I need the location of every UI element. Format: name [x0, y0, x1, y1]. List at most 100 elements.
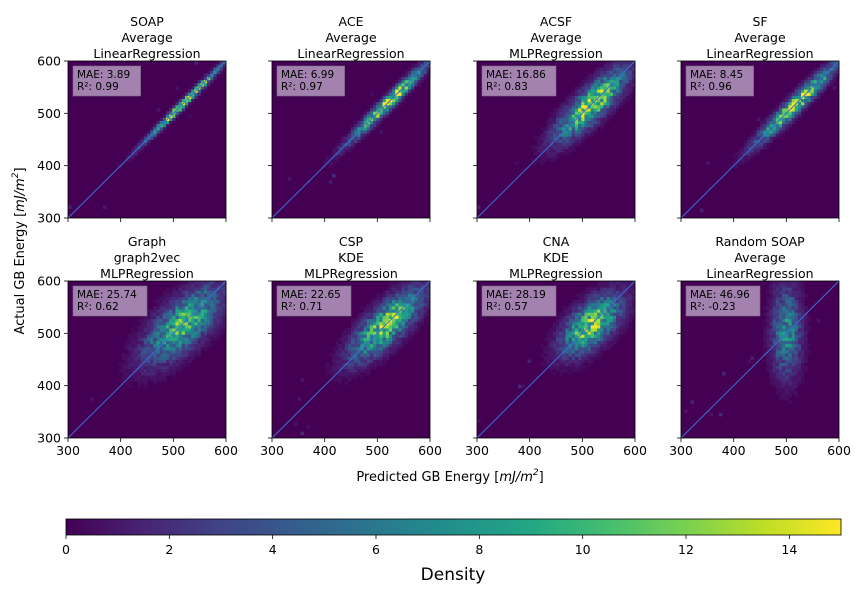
- density-cell: [219, 281, 224, 285]
- identity-line: [680, 60, 840, 219]
- density-cell: [581, 293, 585, 298]
- density-cell: [131, 346, 135, 351]
- density-cell: [631, 82, 636, 87]
- density-cell: [184, 306, 189, 310]
- density-cell: [404, 287, 409, 291]
- density-cell: [609, 67, 614, 71]
- density-cell: [775, 390, 780, 395]
- density-cell: [788, 290, 792, 294]
- density-cell: [769, 139, 773, 143]
- density-cell: [772, 378, 777, 382]
- density-cell: [546, 350, 551, 354]
- density-cell: [556, 315, 560, 320]
- density-cell: [344, 350, 349, 354]
- density-cell: [772, 334, 777, 338]
- density-cell: [606, 321, 611, 326]
- density-cell: [571, 117, 576, 122]
- density-cell: [156, 328, 160, 332]
- density-cell: [631, 293, 636, 298]
- density-cell: [156, 309, 160, 313]
- density-cell: [753, 139, 758, 143]
- density-cell: [782, 356, 786, 360]
- density-cell: [556, 331, 560, 335]
- density-cell: [354, 120, 358, 125]
- density-cell: [360, 133, 364, 137]
- density-cell: [210, 70, 214, 74]
- density-cell: [782, 126, 786, 131]
- density-cell: [357, 337, 361, 342]
- density-cell: [169, 111, 173, 115]
- density-cell: [388, 284, 393, 288]
- density-cell: [568, 340, 573, 345]
- density-cell: [392, 331, 396, 335]
- density-cell: [175, 86, 179, 90]
- density-cell: [156, 331, 160, 335]
- density-cell: [769, 381, 773, 385]
- density-cell: [191, 290, 195, 294]
- density-cell: [556, 117, 560, 122]
- density-cell: [369, 126, 374, 131]
- density-cell: [775, 114, 780, 118]
- density-cell: [571, 145, 576, 150]
- density-cell: [562, 309, 566, 313]
- density-cell: [178, 284, 183, 288]
- density-cell: [118, 368, 123, 373]
- density-cell: [351, 331, 355, 335]
- density-cell: [785, 346, 789, 351]
- density-cell: [407, 306, 412, 310]
- density-cell: [153, 359, 157, 363]
- density-cell: [351, 139, 355, 143]
- density-cell: [619, 302, 623, 307]
- density-cell: [571, 309, 576, 313]
- density-cell: [581, 346, 585, 351]
- density-cell: [622, 67, 626, 71]
- density-cell: [797, 89, 802, 93]
- density-cell: [616, 98, 620, 103]
- density-cell: [203, 302, 208, 307]
- density-cell: [559, 356, 563, 360]
- density-cell: [124, 365, 129, 370]
- density-cell: [619, 296, 623, 301]
- density-cell: [772, 114, 777, 118]
- density-cell: [156, 123, 160, 128]
- density-cell: [382, 92, 387, 96]
- density-cell: [622, 89, 626, 93]
- density-cell: [210, 343, 214, 348]
- density-cell: [631, 284, 636, 288]
- density-cell: [159, 378, 164, 382]
- density-cell: [178, 340, 183, 345]
- density-cell: [788, 368, 792, 373]
- density-cell: [590, 302, 595, 307]
- density-cell: [565, 353, 569, 357]
- density-cell: [823, 82, 827, 87]
- density-cell: [587, 299, 592, 304]
- density-cell: [826, 82, 830, 87]
- density-cell: [785, 302, 789, 307]
- density-cell: [549, 368, 554, 373]
- density-cell: [354, 142, 358, 147]
- density-cell: [785, 117, 789, 122]
- density-cell: [609, 70, 614, 74]
- density-cell: [156, 318, 160, 323]
- density-cell: [537, 136, 541, 140]
- density-cell: [785, 356, 789, 360]
- density-cell: [612, 70, 617, 74]
- density-cell: [562, 306, 566, 310]
- density-cell: [398, 343, 402, 348]
- density-cell: [338, 343, 342, 348]
- density-cell: [593, 340, 598, 345]
- density-cell: [388, 340, 393, 345]
- density-cell: [150, 362, 154, 367]
- density-cell: [188, 350, 192, 354]
- density-cell: [203, 343, 208, 348]
- density-cell: [156, 306, 160, 310]
- density-cell: [477, 419, 481, 423]
- density-cell: [533, 136, 538, 140]
- density-cell: [797, 340, 802, 345]
- density-cell: [718, 412, 723, 417]
- density-cell: [222, 284, 227, 288]
- density-cell: [191, 315, 195, 320]
- density-cell: [540, 142, 544, 147]
- density-cell: [597, 331, 601, 335]
- density-cell: [600, 284, 604, 288]
